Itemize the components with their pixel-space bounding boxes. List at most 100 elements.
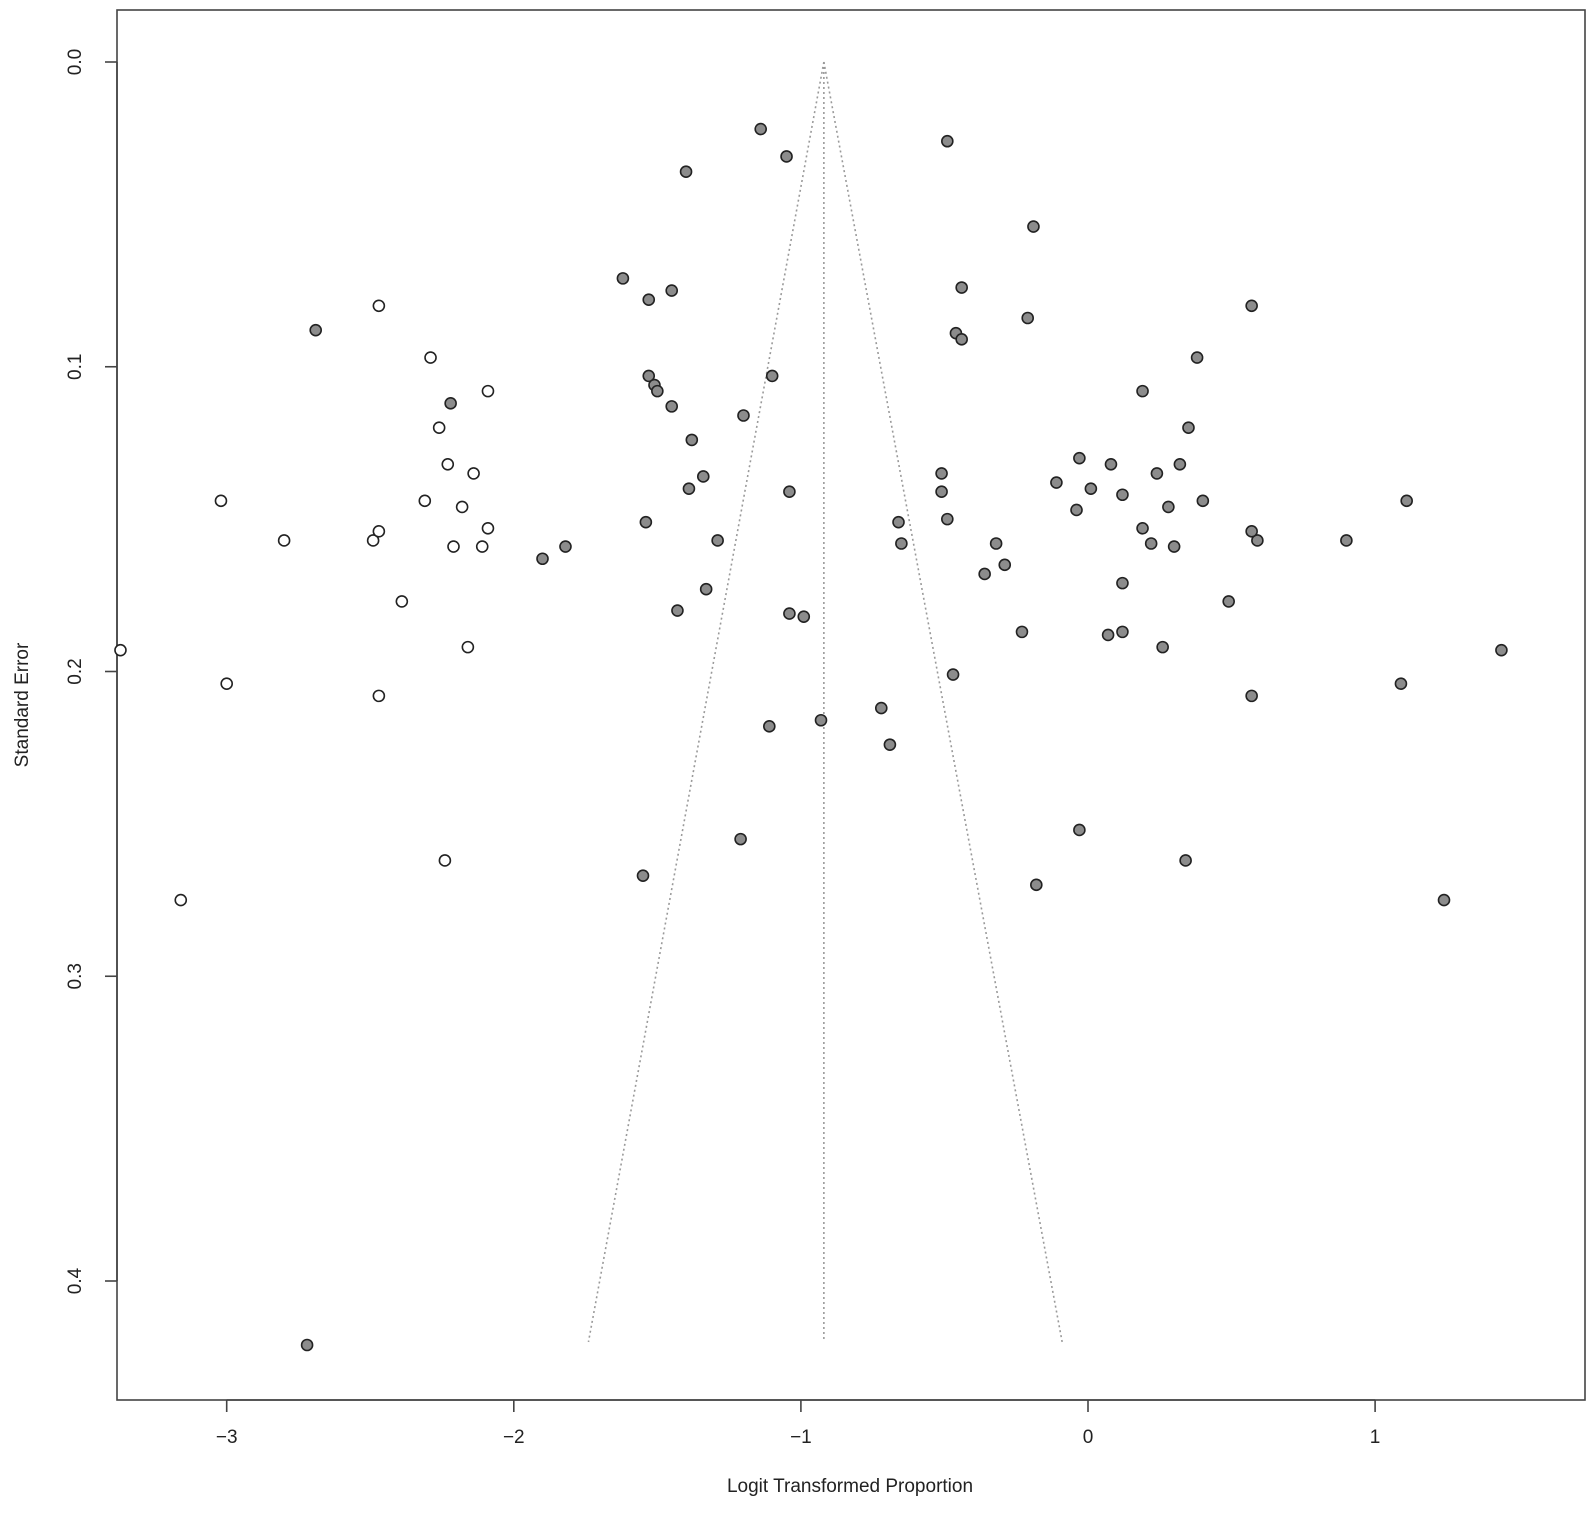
observed-points [300, 122, 1508, 1352]
y-tick-label: 0.2 [65, 658, 86, 684]
observed-point [1030, 878, 1043, 892]
observed-point [814, 713, 828, 727]
observed-point [1400, 494, 1413, 508]
observed-point [696, 470, 710, 483]
observed-point [1251, 534, 1264, 547]
observed-point [1150, 467, 1164, 480]
observed-point [1394, 677, 1408, 690]
observed-point [763, 720, 776, 733]
observed-point [1015, 625, 1029, 639]
imputed-point [455, 500, 469, 514]
y-axis: 0.0 0.1 0.2 0.3 0.4 [65, 49, 118, 1294]
observed-point [1173, 457, 1187, 471]
y-axis-title: Standard Error [12, 642, 33, 767]
observed-point [1070, 503, 1083, 517]
imputed-point [114, 643, 127, 657]
y-tick-label: 0.1 [65, 354, 86, 380]
funnel-left-line [587, 61, 825, 1343]
observed-point [998, 558, 1012, 572]
x-tick-label: −3 [216, 1427, 238, 1448]
observed-point [955, 281, 968, 294]
observed-point [1182, 421, 1195, 435]
observed-point [797, 610, 811, 623]
observed-point [1196, 494, 1210, 508]
imputed-point [441, 457, 455, 471]
observed-point [1340, 534, 1353, 547]
imputed-point [475, 540, 489, 553]
observed-point [685, 433, 699, 447]
x-tick-label: −2 [503, 1427, 525, 1448]
observed-point [642, 369, 656, 383]
plot-frame [116, 9, 1586, 1401]
observed-point [1073, 451, 1086, 465]
observed-point [955, 333, 968, 346]
observed-point [883, 738, 897, 751]
observed-point [734, 832, 747, 846]
funnel-lines [587, 61, 1063, 1343]
observed-point [1021, 311, 1035, 325]
observed-point [1116, 576, 1129, 590]
observed-point [651, 384, 664, 398]
observed-point [616, 272, 630, 285]
observed-point [1104, 457, 1118, 471]
observed-point [636, 869, 650, 882]
observed-point [1116, 488, 1129, 502]
observed-point [671, 604, 684, 617]
observed-point [1084, 482, 1098, 495]
observed-point [444, 397, 457, 410]
observed-point [711, 534, 724, 547]
observed-point [639, 515, 653, 529]
imputed-points [114, 299, 495, 907]
observed-point [1245, 689, 1258, 703]
imputed-point [418, 494, 432, 508]
x-axis: −3 −2 −1 0 1 [216, 1399, 1381, 1448]
imputed-point [461, 640, 475, 654]
imputed-point [372, 689, 386, 703]
observed-point [941, 134, 954, 148]
data-points [114, 122, 1508, 1352]
imputed-point [447, 540, 460, 553]
imputed-point [277, 534, 291, 547]
imputed-point [372, 299, 386, 313]
observed-point [1027, 220, 1040, 233]
funnel-right-line [823, 61, 1063, 1343]
imputed-point [395, 595, 409, 608]
observed-point [1495, 643, 1508, 657]
observed-point [1245, 299, 1258, 313]
observed-point [941, 512, 954, 526]
y-tick-label: 0.0 [65, 49, 86, 75]
observed-point [1437, 893, 1451, 907]
observed-point [1190, 351, 1204, 364]
observed-point [679, 165, 693, 179]
observed-point [699, 582, 713, 596]
observed-point [1101, 628, 1115, 642]
observed-point [642, 293, 656, 307]
observed-point [780, 150, 793, 163]
imputed-point [467, 467, 480, 480]
observed-point [895, 537, 908, 550]
imputed-point [438, 854, 452, 867]
observed-point [892, 515, 905, 529]
observed-point [1167, 540, 1181, 553]
observed-point [754, 122, 768, 136]
observed-point [874, 701, 888, 715]
imputed-point [481, 521, 495, 535]
x-tick-label: 1 [1370, 1427, 1381, 1448]
observed-point [1144, 537, 1158, 550]
imputed-point [174, 893, 188, 907]
observed-point [978, 567, 991, 581]
x-tick-label: 0 [1083, 1427, 1094, 1448]
observed-point [300, 1338, 314, 1352]
imputed-point [432, 421, 446, 435]
y-tick-label: 0.3 [65, 963, 86, 989]
imputed-point [481, 384, 495, 398]
observed-point [783, 607, 796, 620]
observed-point [989, 537, 1003, 550]
imputed-point [366, 534, 380, 547]
observed-point [765, 369, 779, 383]
observed-point [935, 467, 948, 480]
observed-point [682, 482, 696, 495]
observed-point [1116, 625, 1129, 639]
observed-point [1222, 595, 1235, 608]
